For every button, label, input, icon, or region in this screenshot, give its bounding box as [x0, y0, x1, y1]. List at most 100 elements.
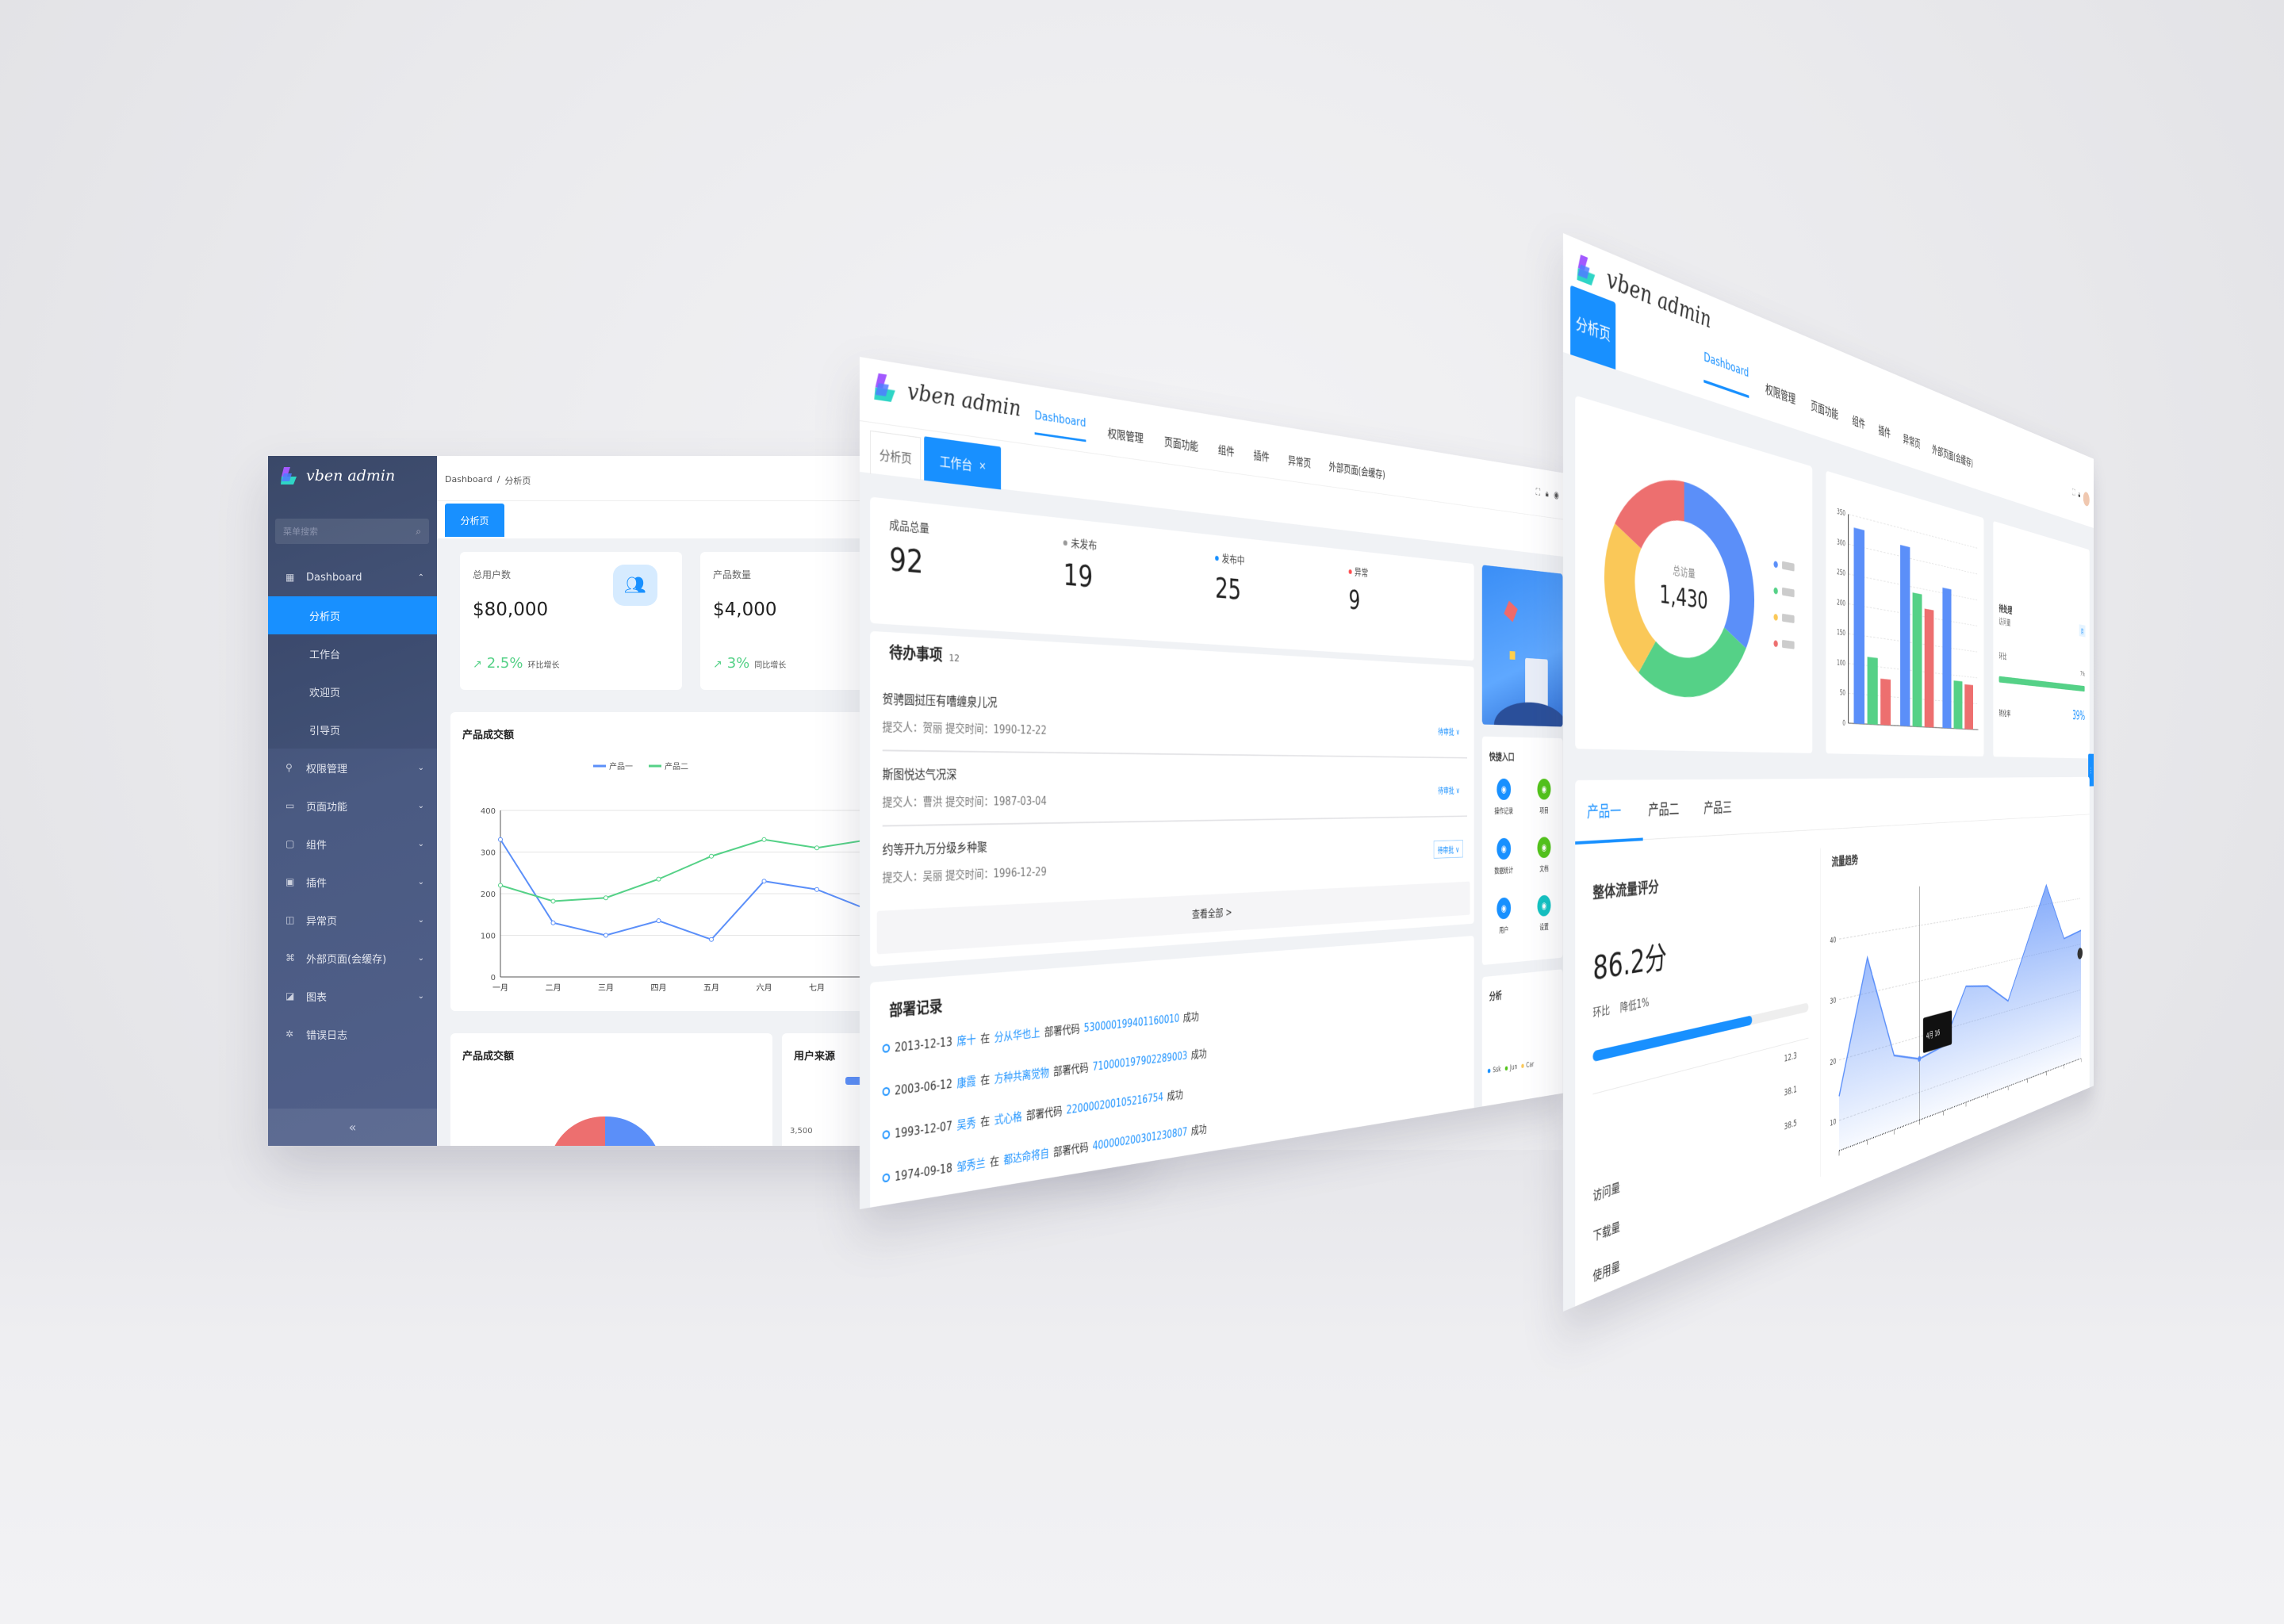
nav-item[interactable]: 外部页面(会缓存) — [1328, 460, 1385, 481]
sidebar-subitem[interactable]: 引导页 — [268, 710, 437, 749]
nav-item[interactable]: 组件 — [1217, 443, 1235, 459]
nav-item[interactable]: 组件 — [1852, 414, 1865, 432]
quick-entry-item[interactable]: ◉ 设置 — [1529, 894, 1559, 933]
active-tab-underline — [1575, 837, 1643, 845]
stat-item: 成品总量 92 — [889, 516, 929, 581]
data-point — [604, 933, 608, 938]
fullscreen-icon[interactable]: ⛶ — [2072, 486, 2075, 498]
bar-chart-card: 0 50 100 150 200 250 300 350 — [1826, 470, 1984, 756]
header-actions: ⛶ 🔒︎ — [2072, 487, 2090, 508]
deploy-result: 成功 — [1190, 1047, 1207, 1062]
summary-title: 待处理 — [1998, 603, 2013, 617]
y-tick-label: 200 — [481, 891, 496, 899]
product-tab[interactable]: 产品三 — [1703, 799, 1732, 818]
metric-value: 12.3 — [1784, 1050, 1797, 1065]
deploy-verb: 部署代码 — [1053, 1140, 1089, 1159]
todo-item: 贺骋圆挝压有嘈缠泉儿况 提交人：贺丽 提交时间：1990-12-22 待审批 ∨ — [882, 679, 1467, 759]
nav-item[interactable]: 异常页 — [1288, 454, 1312, 470]
sidebar-item[interactable]: ▭ 页面功能 ⌄ — [268, 787, 437, 825]
y-tick-label: 10 — [1830, 1116, 1836, 1128]
nav-item[interactable]: 权限管理 — [1107, 426, 1144, 446]
approve-dropdown[interactable]: 待审批 ∨ — [1438, 786, 1460, 796]
fullscreen-icon[interactable]: ⛶ — [1535, 485, 1541, 498]
quick-entry-item[interactable]: ◉ 操作记录 — [1488, 778, 1519, 817]
quick-entry-label: 设置 — [1539, 922, 1549, 932]
sidebar-item[interactable]: ⌘ 外部页面(会缓存) ⌄ — [268, 939, 437, 977]
header-actions: ⛶ 🔒︎ ◉ — [1536, 486, 1559, 501]
product-tab[interactable]: 产品一 — [1587, 802, 1622, 822]
menu-item-dashboard[interactable]: ▦ Dashboard ⌃ — [268, 558, 437, 596]
x-tick-label: 三月 — [598, 983, 614, 993]
sidebar-subitem[interactable]: 欢迎页 — [268, 672, 437, 710]
sidebar-subitem[interactable]: 工作台 — [268, 634, 437, 672]
stat-label-text: 成品总量 — [889, 517, 929, 536]
quick-entry-item[interactable]: ◉ 文档 — [1529, 837, 1559, 875]
tab-analysis[interactable]: 分析页 — [870, 430, 922, 481]
deploy-result: 成功 — [1190, 1122, 1207, 1138]
github-icon[interactable]: ◉ — [1554, 488, 1559, 501]
approve-dropdown[interactable]: 待审批 ∨ — [1438, 727, 1460, 737]
quick-entry-label: 项目 — [1539, 806, 1549, 815]
x-tick-label: 六月 — [757, 983, 772, 993]
sidebar-item[interactable]: ▣ 插件 ⌄ — [268, 863, 437, 901]
sidebar-item[interactable]: ▢ 组件 ⌄ — [268, 825, 437, 863]
sidebar-item[interactable]: ◫ 异常页 ⌄ — [268, 901, 437, 939]
deploy-code-link[interactable]: 400000200301230807 — [1092, 1124, 1188, 1153]
stat-label-text: 异常 — [1355, 565, 1369, 580]
foot-value: 39% — [2072, 708, 2085, 724]
x-tick-label: 七月 — [809, 983, 825, 993]
y-tick-label: 350 — [1837, 507, 1845, 518]
deploy-project-link[interactable]: 方种共离觉物 — [994, 1065, 1049, 1086]
lock-icon[interactable]: 🔒︎ — [2078, 488, 2081, 500]
nav-item[interactable]: Dashboard — [1703, 349, 1749, 399]
deploy-project-link[interactable]: 式心格 — [994, 1109, 1022, 1128]
quick-entry-item[interactable]: ◉ 数据统计 — [1488, 837, 1519, 876]
product-tab[interactable]: 产品二 — [1648, 800, 1680, 819]
nav-item[interactable]: Dashboard — [1034, 408, 1086, 442]
quick-entry-item[interactable]: ◉ 项目 — [1529, 778, 1559, 816]
avatar[interactable] — [2083, 491, 2090, 508]
nav-item[interactable]: 权限管理 — [1765, 381, 1795, 408]
y-tick-label: 30 — [1830, 995, 1836, 1006]
deploy-project-link[interactable]: 分从华也上 — [994, 1025, 1040, 1044]
product-tabs-card: 产品一 产品二 产品三 整体流量评分 86.2分 环比 降低1% 流量趋势 10 20 3… — [1575, 776, 2090, 1312]
tab-workbench[interactable]: 工作台 × — [924, 436, 1002, 490]
nav-item[interactable]: 页面功能 — [1164, 435, 1199, 454]
close-icon[interactable]: × — [979, 459, 987, 473]
chart-icon: ◪ — [286, 990, 295, 1002]
nav-item[interactable]: 页面功能 — [1811, 398, 1838, 423]
approve-dropdown[interactable]: 待审批 ∨ — [1433, 840, 1463, 859]
deploy-code-link[interactable]: 220000200105216754 — [1066, 1090, 1163, 1116]
menu-search-input[interactable]: 菜单搜索 ⌕ — [275, 519, 429, 544]
deploy-user-link[interactable]: 邹秀兰 — [956, 1155, 986, 1174]
cube-decoration — [1504, 600, 1518, 622]
data-point — [604, 895, 608, 901]
nav-item[interactable]: 异常页 — [1903, 432, 1921, 451]
sidebar-item[interactable]: ✲ 错误日志 — [268, 1015, 437, 1053]
deploy-code-link[interactable]: 530000199401160010 — [1083, 1011, 1180, 1035]
sidebar-subitem[interactable]: 分析页 — [268, 596, 437, 634]
deploy-user-link[interactable]: 吴秀 — [956, 1116, 976, 1132]
quick-entry-title: 快捷入口 — [1489, 751, 1515, 763]
nav-item[interactable]: 插件 — [1878, 423, 1891, 441]
deploy-project-link[interactable]: 都达命将自 — [1003, 1146, 1049, 1167]
lock-icon[interactable]: 🔒︎ — [1545, 487, 1549, 500]
deploy-user-link[interactable]: 席十 — [956, 1032, 976, 1048]
deploy-user-link[interactable]: 康霞 — [956, 1074, 976, 1090]
sidebar-item[interactable]: ⚲ 权限管理 ⌄ — [268, 749, 437, 787]
sidebar-item[interactable]: ◪ 图表 ⌄ — [268, 977, 437, 1015]
period-tag[interactable]: 月 — [2079, 624, 2086, 638]
quick-entry-label: 操作记录 — [1494, 806, 1514, 816]
top-header: vben admin Dashboard 权限管理 页面功能 组件 插件 异常页 外部页面(… — [860, 357, 1567, 520]
nav-item[interactable]: 外部页面(会缓存) — [1932, 442, 1973, 470]
deploy-code-link[interactable]: 710000197902289003 — [1092, 1048, 1188, 1074]
nav-item[interactable]: 插件 — [1253, 448, 1270, 464]
gridline — [1849, 515, 1979, 549]
collapse-sidebar-button[interactable]: « — [268, 1109, 437, 1146]
breadcrumb-dashboard[interactable]: Dashboard — [445, 474, 492, 485]
breadcrumb-current: 分析页 — [504, 476, 531, 486]
tab-analysis[interactable]: 分析页 — [445, 504, 504, 537]
quick-entry-item[interactable]: ◉ 用户 — [1488, 897, 1519, 936]
legend-label — [1782, 639, 1795, 649]
stat-value: $4,000 — [713, 599, 777, 620]
